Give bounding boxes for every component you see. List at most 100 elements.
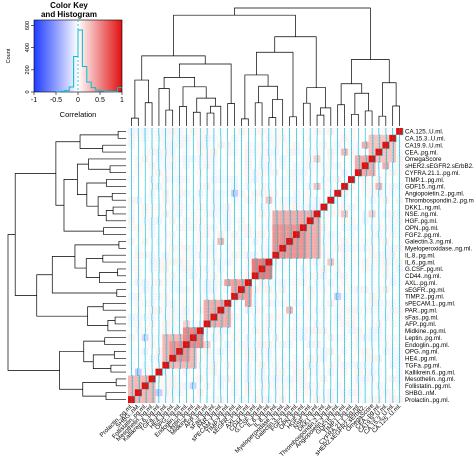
heatmap-cell bbox=[217, 306, 225, 314]
dendrogram-branch bbox=[109, 165, 126, 174]
trace-line bbox=[130, 128, 136, 403]
row-label: G.CSF..pg.ml. bbox=[405, 266, 444, 273]
heatmap-cell bbox=[210, 306, 218, 314]
heatmap-cell bbox=[286, 231, 294, 239]
dendrogram-branch bbox=[272, 99, 284, 126]
row-dendrogram bbox=[7, 131, 126, 400]
dendrogram-branch bbox=[110, 364, 126, 373]
dendrogram-branch bbox=[114, 316, 126, 325]
heatmap-cell bbox=[128, 375, 135, 383]
key-title-line2: and Histogram bbox=[41, 10, 97, 19]
row-label: Mesothelin..ng.ml. bbox=[405, 376, 455, 383]
row-label: Leptin..pg.ml. bbox=[405, 335, 442, 342]
dendrogram-branch bbox=[354, 92, 369, 115]
row-label: CA.125..U.ml. bbox=[405, 129, 444, 136]
heatmap-cell bbox=[354, 162, 362, 170]
row-label: Prolactin..pg.ml. bbox=[405, 397, 450, 404]
heatmap-cell bbox=[134, 396, 142, 404]
trace-line bbox=[151, 128, 156, 403]
heatmap-cell bbox=[189, 327, 197, 335]
row-label: Follistatin..pg.ml. bbox=[405, 383, 452, 390]
trace-line bbox=[254, 128, 259, 403]
key-x-tick-label: 0.5 bbox=[95, 97, 105, 104]
dendrogram-branch bbox=[256, 51, 294, 117]
key-y-tick-label: 200 bbox=[25, 65, 31, 74]
heatmap-cell bbox=[313, 210, 321, 218]
row-label: TIMP.1..pg.ml. bbox=[405, 177, 445, 184]
heatmap-cell bbox=[148, 375, 156, 383]
heatmap-cell bbox=[231, 189, 239, 197]
heatmap-cell bbox=[327, 258, 335, 266]
heatmap-cell bbox=[299, 210, 307, 218]
dendrogram-branch bbox=[320, 107, 332, 126]
row-label: CA.15.3..U.ml. bbox=[405, 136, 446, 143]
trace-line bbox=[316, 128, 321, 403]
heatmap-cell bbox=[128, 396, 135, 404]
heatmap-cell bbox=[354, 169, 362, 177]
dendrogram-branch bbox=[144, 102, 153, 126]
row-label: PAR..pg.ml. bbox=[405, 307, 438, 314]
dendrogram-branch bbox=[210, 105, 222, 126]
key-x-axis: -1 -0.5 0 0.5 1 bbox=[31, 92, 124, 104]
dendrogram-branch bbox=[306, 87, 327, 108]
row-label: sHER2.sEGFR2.sErbB2.. bbox=[405, 163, 474, 170]
dendrogram-branch bbox=[99, 272, 126, 284]
heatmap-cell bbox=[382, 141, 390, 149]
trace-line bbox=[213, 128, 218, 403]
heatmap-cell bbox=[258, 258, 266, 266]
dendrogram-branch bbox=[241, 118, 249, 126]
dendrogram-branch bbox=[178, 63, 232, 104]
heatmap-cell bbox=[196, 334, 204, 342]
heatmap-cell bbox=[279, 238, 287, 245]
dendrogram-branch bbox=[86, 182, 107, 207]
row-label: AXL..pg.ml. bbox=[405, 280, 437, 287]
trace-line bbox=[385, 128, 390, 403]
heatmap-cell bbox=[279, 231, 287, 239]
heatmap-cell bbox=[141, 334, 149, 342]
row-label: Myeloperoxidase..ng.ml. bbox=[405, 246, 472, 253]
trace-line bbox=[289, 128, 294, 403]
trace-line bbox=[350, 128, 356, 403]
dendrogram-branch bbox=[82, 382, 117, 397]
trace-line bbox=[199, 128, 204, 403]
heatmap-cell bbox=[162, 354, 170, 362]
heatmap-cell bbox=[368, 169, 376, 177]
row-label: Angiopoietin.2..pg.ml. bbox=[405, 191, 465, 198]
dendrogram-branch bbox=[102, 302, 126, 311]
heatmap-cell bbox=[286, 238, 294, 245]
dendrogram-branch bbox=[88, 158, 126, 170]
heatmap-cell bbox=[183, 327, 190, 335]
heatmap-cell bbox=[272, 231, 280, 239]
heatmap-cell bbox=[279, 210, 287, 218]
row-label: Galectin.3..ng.ml. bbox=[405, 239, 453, 246]
heatmap-cell bbox=[334, 189, 342, 197]
heatmap-cell bbox=[313, 238, 321, 245]
dendrogram-branch bbox=[116, 289, 126, 297]
heatmap-cell bbox=[238, 286, 245, 294]
heatmap-cell bbox=[141, 375, 149, 383]
heatmap-cell bbox=[217, 238, 225, 245]
row-label: HE4..pg.ml. bbox=[405, 356, 438, 363]
heatmap-cell bbox=[148, 396, 156, 404]
trace-line bbox=[206, 128, 211, 403]
dendrogram-branch bbox=[104, 337, 126, 345]
dendrogram-branch bbox=[117, 268, 126, 277]
heatmap-cell bbox=[203, 306, 211, 314]
dendrogram-branch bbox=[7, 234, 60, 371]
heatmap-trace-lines bbox=[130, 128, 404, 403]
heatmap-cell bbox=[299, 231, 307, 239]
key-x-tick-label: 1 bbox=[120, 97, 124, 104]
trace-line bbox=[185, 128, 191, 403]
column-labels: Prolactin..pg.ml.SHBG..nM.Follistatin..p… bbox=[99, 402, 404, 458]
dendrogram-branch bbox=[117, 131, 126, 139]
row-label: FGF2..pg.ml. bbox=[405, 232, 441, 239]
trace-line bbox=[192, 128, 198, 403]
row-label: sPECAM.1..pg.ml. bbox=[405, 301, 456, 308]
dendrogram-branch bbox=[351, 113, 359, 126]
dendrogram-branch bbox=[289, 116, 297, 126]
key-y-tick-label: 600 bbox=[25, 21, 31, 30]
color-key: Color Key and Histogram -1 -0.5 0 0.5 1 0 200… bbox=[6, 1, 124, 119]
dendrogram-branch bbox=[192, 111, 201, 126]
heatmap-cell bbox=[141, 382, 149, 390]
dendrogram-branch bbox=[83, 340, 105, 363]
